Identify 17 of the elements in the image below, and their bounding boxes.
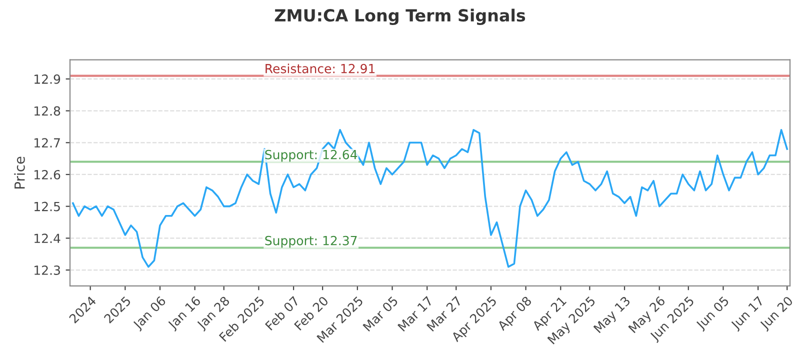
y-tick-label: 12.4 <box>34 234 60 243</box>
ref-line-label: Support: 12.64 <box>265 150 358 162</box>
ref-line-label: Resistance: 12.91 <box>266 64 375 74</box>
y-tick-label: 12.7 <box>34 138 60 148</box>
ref-line-label: Support: 12.37 <box>265 236 357 248</box>
x-tick-label: Jan 06 <box>132 296 168 332</box>
x-tick-label: Jun 05 <box>695 296 731 332</box>
y-tick-label: 12.9 <box>34 74 60 84</box>
x-tick-label: Apr 08 <box>496 296 534 333</box>
line-series <box>72 129 788 268</box>
y-tick-label: 12.6 <box>34 170 60 180</box>
x-tick-label: Mar 05 <box>362 296 398 332</box>
y-tick-label: 12.8 <box>34 106 60 116</box>
chart-title: ZMU:CA Long Term Signals <box>274 8 526 26</box>
y-tick-label: 12.3 <box>34 266 60 275</box>
y-axis-title: Price <box>14 156 25 188</box>
y-tick-label: 12.5 <box>34 202 60 212</box>
